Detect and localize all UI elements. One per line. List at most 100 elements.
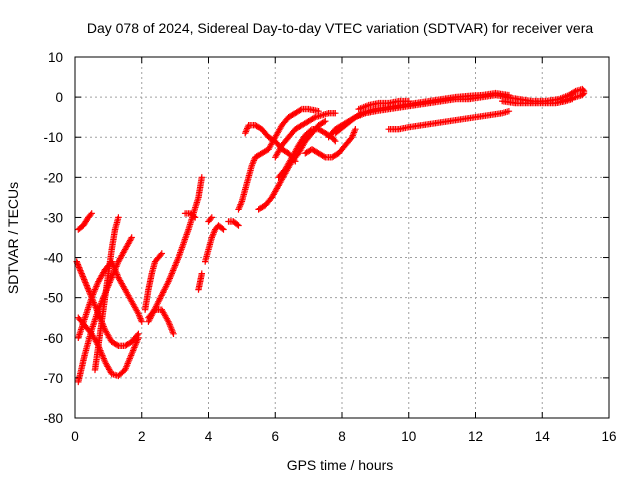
series-track-t — [302, 126, 359, 161]
data-point — [78, 270, 85, 277]
y-tick-label: -20 — [43, 170, 63, 185]
data-point — [138, 318, 145, 325]
y-tick-label: -40 — [43, 251, 63, 266]
data-point — [149, 310, 156, 318]
data-point — [164, 317, 171, 324]
series-track-w — [355, 97, 412, 113]
series-track-f — [91, 214, 122, 374]
y-tick-label: -50 — [43, 291, 63, 306]
x-tick-label: 2 — [138, 429, 146, 444]
series-track-aa — [559, 89, 588, 105]
x-tick-label: 10 — [401, 429, 416, 444]
y-tick-label: -80 — [43, 411, 63, 426]
x-tick-label: 0 — [71, 429, 79, 444]
grid-layer — [75, 57, 609, 418]
x-tick-label: 12 — [468, 429, 483, 444]
series-track-x — [385, 108, 513, 133]
data-point — [163, 281, 171, 288]
data-point — [505, 108, 513, 115]
data-point — [87, 211, 94, 218]
y-tick-label: -70 — [43, 371, 63, 386]
data-point — [159, 289, 167, 296]
data-point — [307, 127, 314, 134]
series-track-a — [75, 210, 95, 233]
data-point — [115, 214, 122, 221]
y-tick-label: 0 — [55, 90, 63, 105]
data-point — [162, 284, 169, 291]
series-track-m — [205, 214, 215, 225]
data-point — [87, 291, 94, 298]
data-points-layer — [73, 85, 588, 386]
data-point — [405, 97, 412, 105]
y-axis-label: SDTVAR / TECUs — [5, 182, 21, 294]
data-point — [146, 315, 154, 322]
data-point — [157, 251, 164, 259]
data-point — [198, 174, 205, 181]
data-point — [580, 89, 588, 97]
chart-title: Day 078 of 2024, Sidereal Day-to-day VTE… — [87, 20, 593, 36]
data-point — [135, 334, 142, 341]
y-tick-label: -10 — [43, 130, 63, 145]
y-tick-label: -30 — [43, 210, 63, 225]
data-point — [208, 214, 215, 221]
x-tick-label: 4 — [205, 429, 213, 444]
data-point — [156, 296, 163, 304]
series-track-j — [181, 210, 199, 221]
data-point — [320, 118, 328, 126]
data-point — [332, 138, 339, 145]
data-point — [161, 286, 168, 293]
y-tick-label: 10 — [48, 50, 63, 65]
data-point — [128, 234, 135, 241]
series-track-o — [235, 105, 322, 213]
data-point — [192, 214, 199, 221]
data-point — [207, 215, 214, 222]
x-tick-label: 16 — [601, 429, 616, 444]
data-point — [76, 264, 83, 271]
data-point — [220, 226, 227, 233]
series-track-e — [75, 314, 142, 380]
data-point — [332, 110, 339, 117]
x-tick-label: 6 — [271, 429, 279, 444]
series-track-l — [202, 222, 227, 265]
data-point — [169, 329, 176, 336]
data-point — [320, 153, 328, 160]
data-point — [165, 318, 172, 325]
data-point — [82, 279, 89, 286]
data-point — [75, 262, 82, 270]
data-point — [322, 118, 329, 125]
series-track-i — [145, 174, 205, 325]
data-point — [234, 221, 241, 228]
data-point — [310, 114, 318, 122]
data-point — [190, 213, 198, 220]
data-point — [152, 304, 159, 311]
data-point — [352, 126, 359, 133]
data-point — [83, 282, 90, 289]
x-tick-label: 8 — [338, 429, 346, 444]
data-point — [170, 330, 177, 337]
data-point — [571, 88, 578, 96]
data-point — [88, 210, 95, 217]
series-track-g — [141, 250, 165, 313]
data-point — [154, 300, 161, 307]
data-point — [235, 222, 242, 229]
plot-frame — [74, 56, 610, 419]
data-point — [331, 136, 338, 144]
data-point — [219, 225, 226, 232]
x-axis-label: GPS time / hours — [287, 457, 394, 473]
series-track-k — [195, 270, 205, 293]
series-track-n — [225, 218, 242, 229]
x-tick-label: 14 — [535, 429, 551, 444]
data-point — [158, 250, 165, 257]
data-point — [84, 285, 92, 292]
series-track-s — [272, 110, 339, 161]
data-point — [79, 273, 87, 280]
data-point — [198, 270, 205, 277]
data-point — [113, 341, 121, 349]
data-point — [127, 235, 135, 243]
data-point — [579, 90, 587, 98]
data-point — [81, 276, 88, 283]
axis-layer: 0 2 4 6 8 10 12 14 16 10 0 -10 -20 -30 -40 -50 -60 -70 -80 — [43, 50, 616, 444]
data-point — [297, 106, 304, 114]
